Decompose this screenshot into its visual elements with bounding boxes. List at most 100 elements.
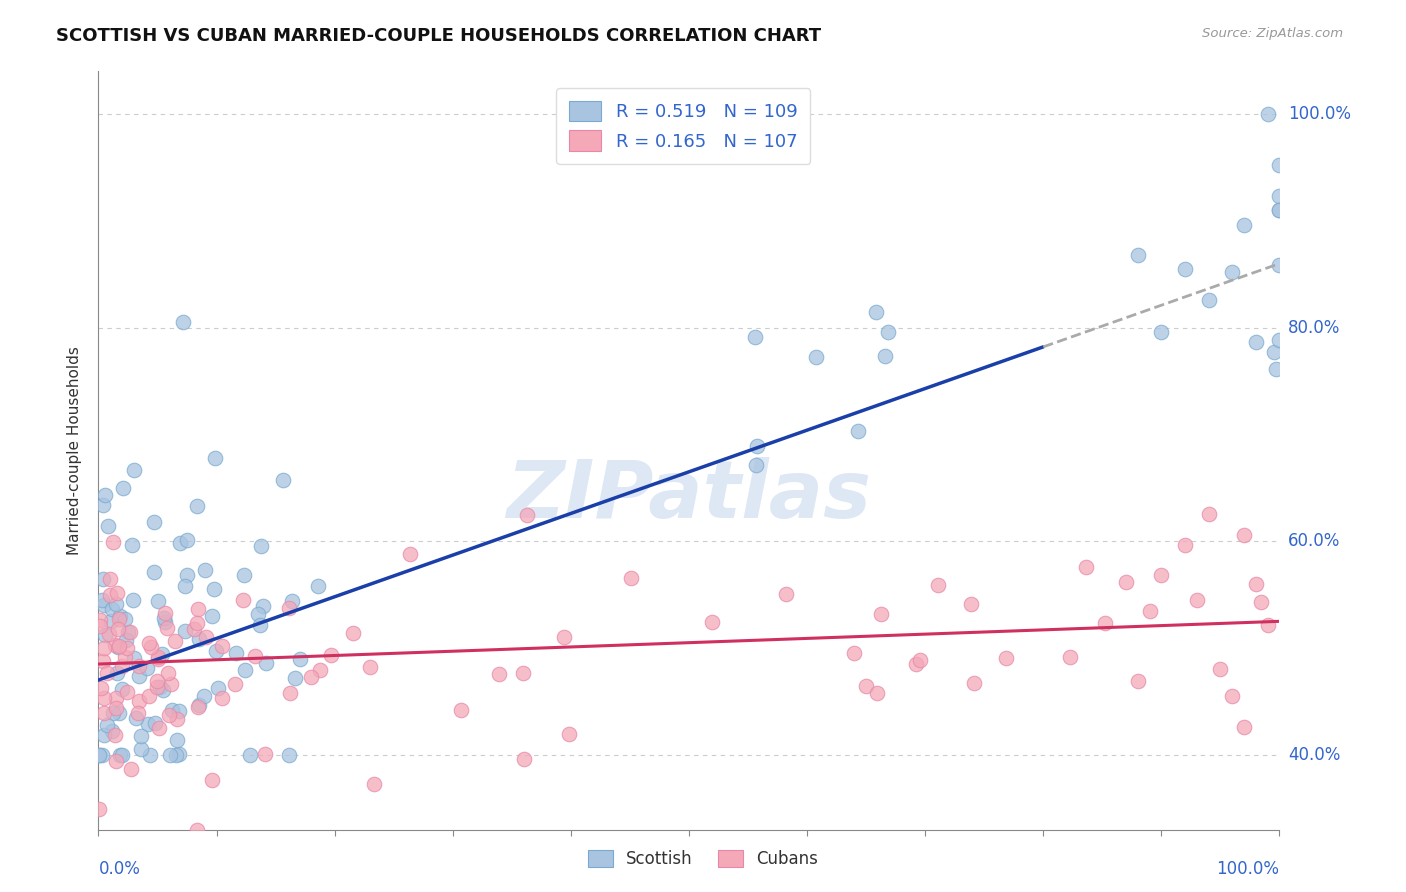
Text: 80.0%: 80.0% xyxy=(1288,318,1340,336)
Point xyxy=(89,619,111,633)
Point xyxy=(143,715,166,730)
Point xyxy=(187,632,209,646)
Point xyxy=(91,654,114,668)
Point xyxy=(145,681,167,695)
Point xyxy=(91,747,114,762)
Point xyxy=(98,627,121,641)
Point xyxy=(281,593,304,607)
Point xyxy=(136,661,159,675)
Point xyxy=(138,689,160,703)
Point xyxy=(620,571,643,585)
Point xyxy=(284,672,307,686)
Point xyxy=(905,657,928,672)
Point xyxy=(290,652,312,666)
Point xyxy=(1233,527,1256,541)
Point xyxy=(865,305,887,319)
Point xyxy=(122,650,145,665)
Point xyxy=(211,639,233,653)
Point xyxy=(111,481,134,495)
Y-axis label: Married-couple Households: Married-couple Households xyxy=(67,346,83,555)
Point xyxy=(114,611,136,625)
Point xyxy=(1220,689,1243,703)
Point xyxy=(873,349,896,363)
Point xyxy=(166,733,188,747)
Point xyxy=(153,615,176,629)
Point xyxy=(108,640,131,654)
Text: Source: ZipAtlas.com: Source: ZipAtlas.com xyxy=(1202,27,1343,40)
Point xyxy=(97,519,120,533)
Point xyxy=(93,572,115,586)
Point xyxy=(855,679,877,693)
Point xyxy=(187,700,209,714)
Point xyxy=(186,616,208,631)
Point xyxy=(156,666,179,681)
Point xyxy=(278,747,301,762)
Point xyxy=(156,621,179,635)
Point xyxy=(186,822,208,837)
Point xyxy=(122,463,145,477)
Point xyxy=(963,675,986,690)
Point xyxy=(557,727,579,741)
Point xyxy=(138,636,160,650)
Point xyxy=(105,665,128,680)
Point xyxy=(100,615,122,629)
Point xyxy=(138,747,160,762)
Point xyxy=(90,681,112,695)
Point xyxy=(114,650,136,665)
Point xyxy=(183,622,205,636)
Point xyxy=(1268,158,1291,172)
Point xyxy=(246,607,269,622)
Point xyxy=(1074,560,1097,574)
Point xyxy=(308,663,330,677)
Point xyxy=(1257,618,1279,632)
Point xyxy=(146,652,169,666)
Point xyxy=(553,630,575,644)
Point xyxy=(108,706,131,721)
Point xyxy=(91,593,114,607)
Point xyxy=(1268,189,1291,203)
Point xyxy=(121,592,143,607)
Point xyxy=(193,689,215,703)
Point xyxy=(249,618,271,632)
Point xyxy=(167,747,190,761)
Point xyxy=(150,647,173,661)
Point xyxy=(1150,325,1173,339)
Point xyxy=(93,628,115,642)
Point xyxy=(1198,507,1220,521)
Point xyxy=(239,747,262,762)
Point xyxy=(1268,203,1291,218)
Point xyxy=(93,706,115,720)
Point xyxy=(89,613,111,627)
Point xyxy=(173,579,195,593)
Point xyxy=(866,686,889,700)
Point xyxy=(104,598,127,612)
Point xyxy=(1150,567,1173,582)
Point xyxy=(488,667,510,681)
Point xyxy=(187,602,209,616)
Text: 100.0%: 100.0% xyxy=(1288,105,1351,123)
Point xyxy=(91,844,114,858)
Point xyxy=(148,721,170,735)
Point xyxy=(1174,262,1197,277)
Point xyxy=(176,533,198,547)
Point xyxy=(93,690,115,705)
Point xyxy=(927,578,949,592)
Point xyxy=(107,586,129,600)
Point xyxy=(804,350,827,364)
Point xyxy=(117,624,139,639)
Point xyxy=(128,668,150,682)
Point xyxy=(96,665,118,680)
Point xyxy=(160,703,183,717)
Point xyxy=(319,648,342,662)
Point xyxy=(97,865,120,880)
Point xyxy=(146,649,169,664)
Point xyxy=(1263,344,1285,359)
Point xyxy=(157,707,180,722)
Point xyxy=(94,488,117,502)
Point xyxy=(1126,673,1149,688)
Point xyxy=(139,640,162,655)
Text: 60.0%: 60.0% xyxy=(1288,533,1340,550)
Point xyxy=(870,607,893,621)
Point xyxy=(194,563,217,577)
Point xyxy=(1220,265,1243,279)
